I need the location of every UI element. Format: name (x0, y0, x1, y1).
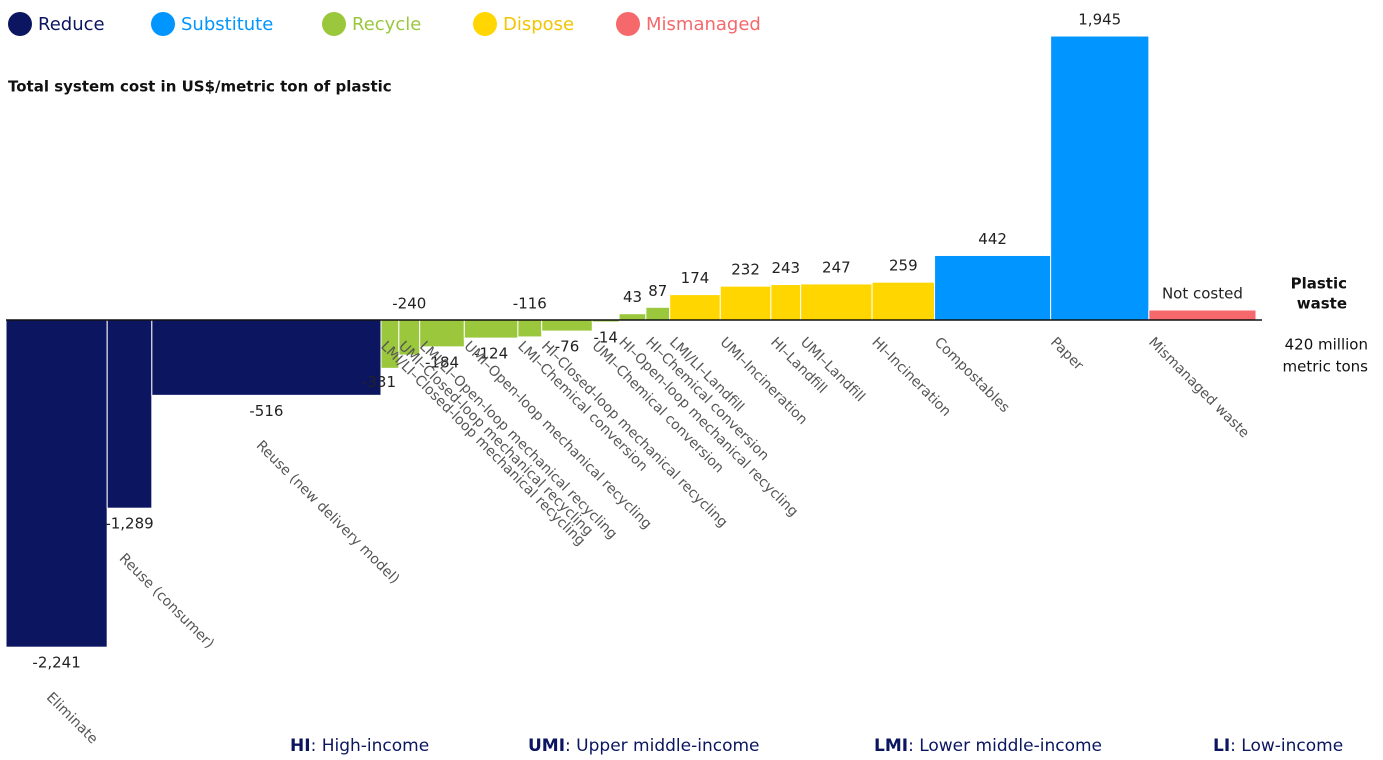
x-label-top: waste (1297, 295, 1347, 313)
legend-icon (616, 12, 640, 36)
note-label: : Lower middle-income (908, 736, 1102, 756)
legend-icon (8, 12, 32, 36)
bar (541, 319, 593, 332)
value-label: Not costed (1162, 285, 1243, 303)
value-label: -124 (474, 345, 508, 363)
bar (719, 285, 772, 321)
bar (106, 319, 153, 509)
bar (1148, 309, 1257, 321)
value-label: -76 (555, 338, 580, 356)
bar (419, 319, 465, 348)
value-label: 1,945 (1078, 11, 1121, 29)
note: HI: High-income (290, 736, 429, 756)
value-label: -1,289 (105, 515, 153, 533)
category-label: Paper (1047, 334, 1087, 374)
value-label: 174 (681, 269, 710, 287)
note-label: : High-income (311, 736, 430, 756)
category-label: HI–Open-loop mechanical recycling (615, 334, 801, 520)
value-label: 259 (889, 257, 918, 275)
bar (463, 319, 519, 339)
note-abbr: LI (1213, 736, 1230, 756)
value-label: 243 (771, 259, 800, 277)
legend-label: Dispose (503, 14, 574, 35)
legend-label: Mismanaged (646, 14, 761, 35)
legend-icon (322, 12, 346, 36)
bar (5, 319, 108, 648)
value-label: -116 (513, 295, 547, 313)
value-label: 87 (648, 282, 667, 300)
y-label: Total system cost in US$/metric ton of p… (8, 78, 392, 96)
legend-label: Substitute (181, 14, 273, 35)
value-label: 43 (623, 288, 642, 306)
value-label: -331 (362, 373, 396, 391)
x-label-bottom: metric tons (1283, 358, 1369, 376)
bar (934, 254, 1052, 321)
note-label: : Low-income (1230, 736, 1343, 756)
legend-label: Reduce (38, 14, 105, 35)
value-label: -516 (249, 402, 283, 420)
legend-icon (473, 12, 497, 36)
x-label-bottom: 420 million (1285, 336, 1368, 354)
bar (517, 319, 543, 338)
bar (669, 294, 721, 321)
note-abbr: UMI (528, 736, 565, 756)
note: LMI: Lower middle-income (874, 736, 1102, 756)
bar (645, 306, 671, 321)
category-label: Mismanaged waste (1145, 334, 1252, 441)
category-label: Eliminate (43, 690, 101, 748)
value-label: -14 (593, 329, 618, 347)
bar (770, 284, 802, 321)
value-label: -2,241 (32, 654, 80, 672)
value-label: 442 (978, 230, 1007, 248)
category-label: Reuse (consumer) (116, 551, 217, 652)
bar (800, 283, 873, 321)
value-label: 247 (822, 258, 851, 276)
bar (871, 281, 936, 321)
note-label: : Upper middle-income (565, 736, 759, 756)
note: LI: Low-income (1213, 736, 1343, 756)
note: UMI: Upper middle-income (528, 736, 760, 756)
legend-label: Recycle (352, 14, 421, 35)
bar (1050, 35, 1150, 321)
category-label: Reuse (new delivery model) (253, 438, 403, 588)
category-label: LMI/LI–Open-loop mechanical recycling (416, 338, 620, 542)
value-label: 232 (731, 261, 760, 279)
value-label: -184 (425, 353, 459, 371)
note-abbr: HI (290, 736, 311, 756)
bar (618, 313, 647, 321)
value-label: -240 (392, 295, 426, 313)
x-label-top: Plastic (1291, 275, 1347, 293)
note-abbr: LMI (874, 736, 908, 756)
legend-icon (151, 12, 175, 36)
bar (151, 319, 382, 396)
